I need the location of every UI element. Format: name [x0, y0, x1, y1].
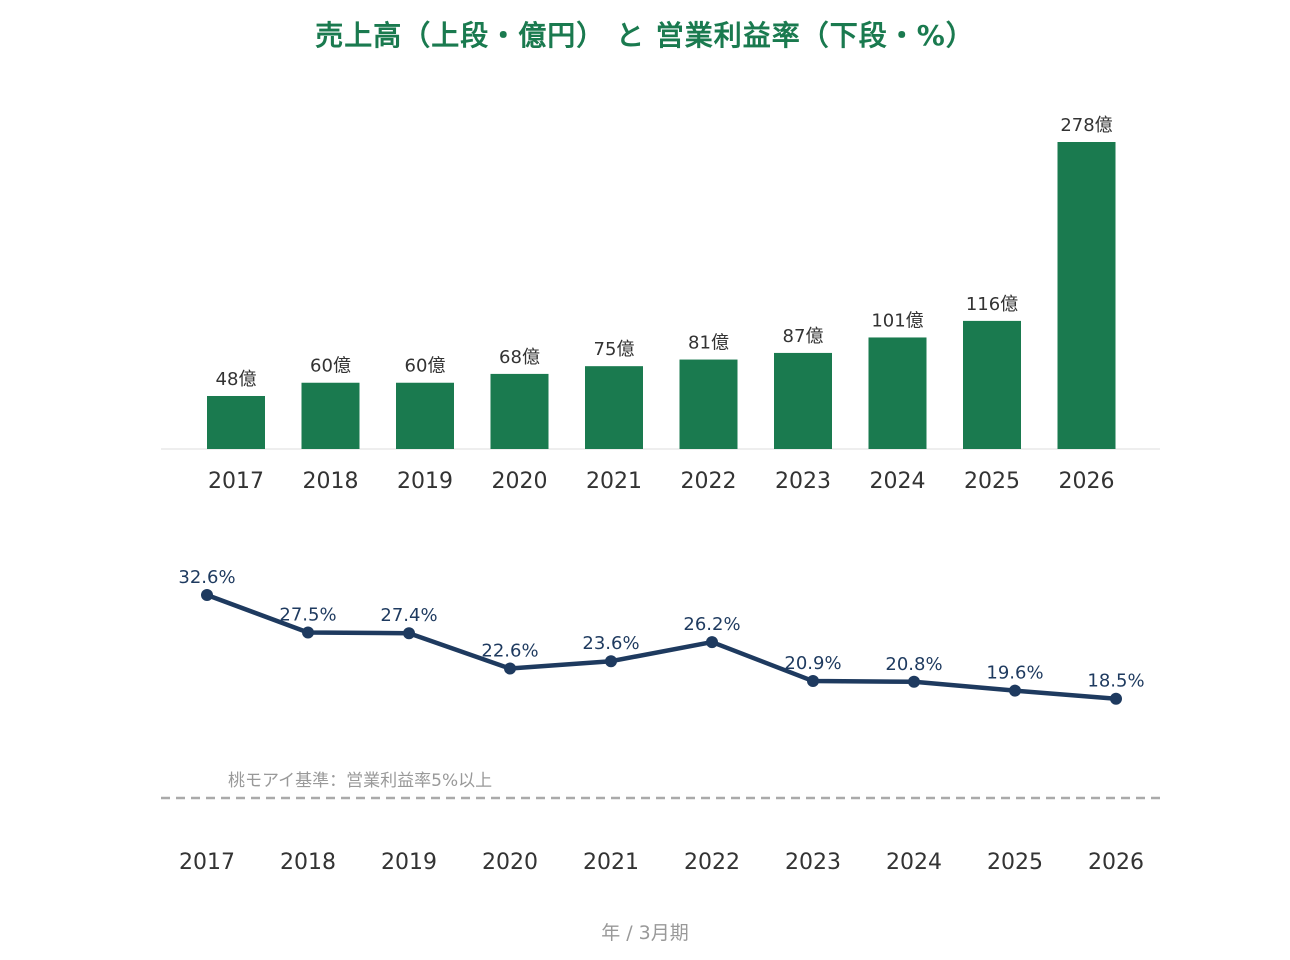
sales-bar: [396, 382, 454, 449]
bar-value-label: 81億: [688, 333, 729, 354]
margin-point: [504, 662, 516, 675]
sales-bar: [1057, 142, 1116, 449]
bar-value-label: 278億: [1060, 115, 1112, 136]
line-x-tick: 2020: [482, 850, 538, 875]
margin-value-label: 18.5%: [1087, 671, 1144, 692]
bar-x-tick: 2020: [492, 469, 548, 494]
bar-x-tick: 2024: [870, 469, 926, 494]
margin-point: [403, 627, 415, 640]
margin-value-label: 20.8%: [885, 654, 942, 675]
margin-point: [302, 626, 314, 639]
margin-value-label: 27.4%: [380, 605, 437, 626]
line-x-tick: 2026: [1088, 850, 1144, 875]
margin-value-label: 32.6%: [178, 567, 235, 588]
bar-value-label: 60億: [310, 356, 351, 377]
sales-bar: [963, 320, 1021, 449]
line-x-tick: 2018: [280, 850, 336, 875]
line-x-tick: 2017: [179, 850, 235, 875]
bar-x-tick: 2025: [964, 469, 1020, 494]
sales-bar: [774, 352, 832, 449]
margin-value-label: 19.6%: [986, 663, 1043, 684]
bar-x-tick: 2021: [586, 469, 642, 494]
margin-value-label: 22.6%: [481, 641, 538, 662]
margin-point: [201, 589, 213, 601]
sales-bar: [868, 337, 927, 449]
margin-point: [1110, 692, 1122, 705]
sales-bar: [207, 395, 265, 449]
line-x-tick: 2021: [583, 850, 639, 875]
bar-value-label: 48億: [216, 369, 257, 390]
bar-x-tick: 2017: [208, 469, 264, 494]
margin-value-label: 26.2%: [683, 614, 740, 635]
bar-x-tick: 2026: [1059, 469, 1115, 494]
margin-series-line: [204, 592, 1119, 701]
sales-bar: [301, 382, 360, 449]
margin-value-label: 27.5%: [279, 605, 336, 626]
bar-value-label: 75億: [594, 339, 635, 360]
bar-value-label: 60億: [405, 356, 446, 377]
margin-point: [807, 675, 819, 688]
margin-value-label: 20.9%: [784, 653, 841, 674]
bar-value-label: 68億: [499, 347, 540, 368]
line-x-tick: 2025: [987, 850, 1043, 875]
margin-point: [908, 675, 920, 688]
bar-value-label: 87億: [783, 326, 824, 347]
reference-line-label: 桃モアイ基準：営業利益率5%以上: [228, 771, 492, 791]
line-x-tick: 2022: [684, 850, 740, 875]
bar-value-label: 116億: [966, 294, 1018, 315]
line-x-tick: 2023: [785, 850, 841, 875]
margin-point: [605, 655, 617, 668]
chart-title: 売上高（上段・億円） と 営業利益率（下段・%）: [315, 19, 975, 52]
line-x-tick: 2024: [886, 850, 942, 875]
bar-x-tick: 2022: [681, 469, 737, 494]
bar-x-tick: 2023: [775, 469, 831, 494]
bar-value-label: 101億: [871, 310, 923, 331]
bar-x-tick: 2018: [303, 469, 359, 494]
x-axis-caption: 年 / 3月期: [601, 922, 689, 944]
sales-bar: [490, 373, 549, 449]
margin-point: [1009, 684, 1021, 697]
margin-point: [706, 636, 718, 649]
bar-x-tick: 2019: [397, 469, 453, 494]
sales-bar: [585, 366, 643, 449]
line-x-tick: 2019: [381, 850, 437, 875]
margin-value-label: 23.6%: [582, 633, 639, 654]
sales-bar: [679, 359, 738, 449]
